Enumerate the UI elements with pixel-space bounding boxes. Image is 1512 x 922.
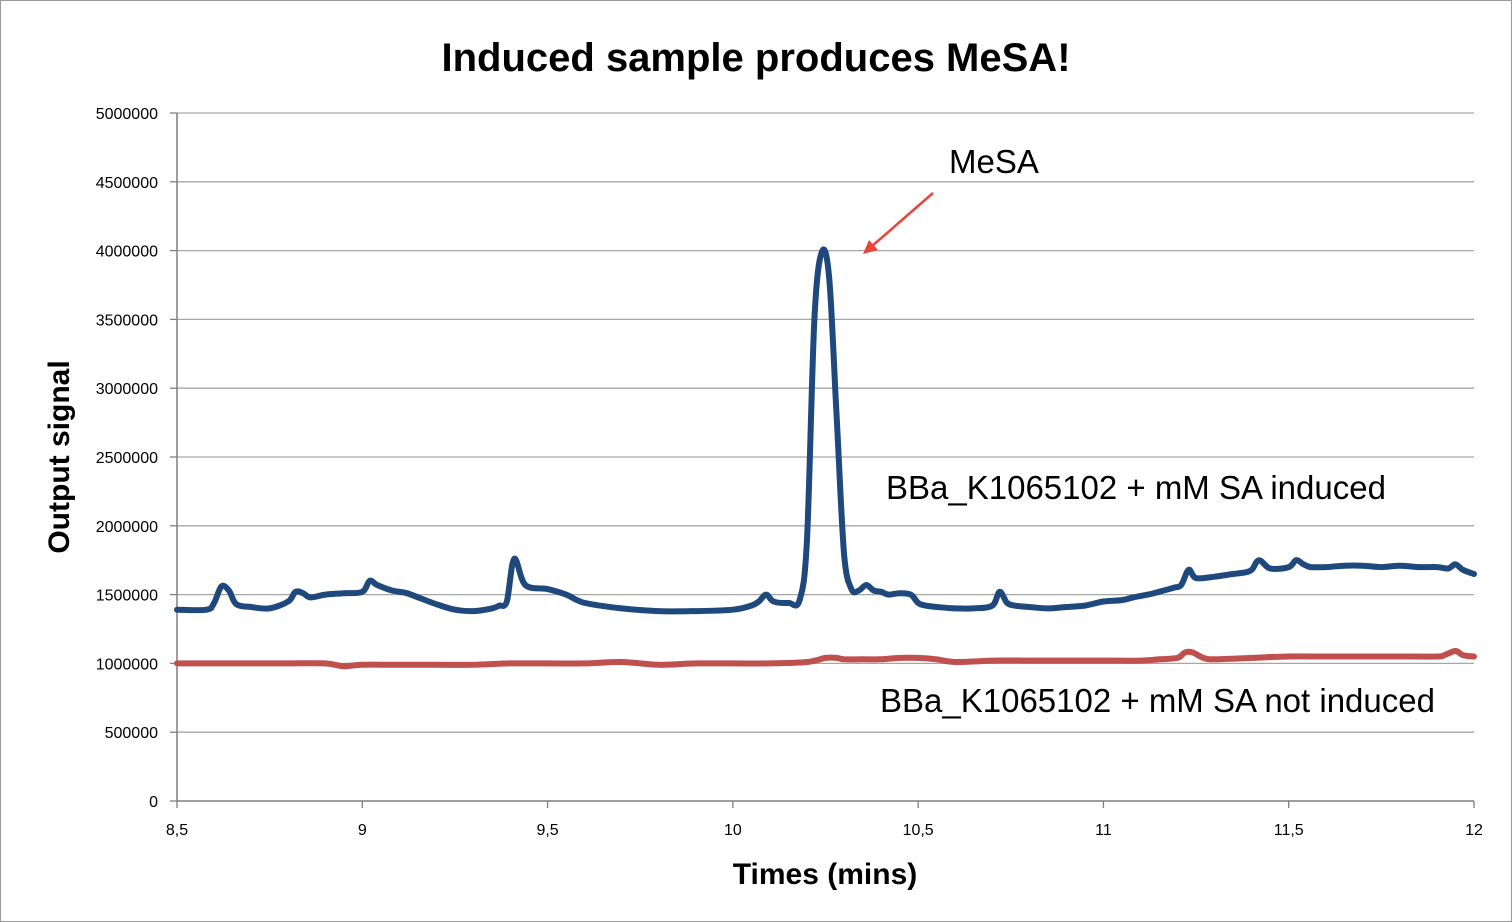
y-tick-label: 0 <box>149 794 158 811</box>
annotation-induced-series-label: BBa_K1065102 + mM SA induced <box>886 469 1386 506</box>
x-tick-label: 11 <box>1095 822 1112 839</box>
series-lines <box>174 246 1477 670</box>
y-tick-label: 5000000 <box>96 106 158 123</box>
x-tick-labels: 8,5 9 9,5 10 10,5 11 11,5 12 <box>166 822 1483 839</box>
x-tick-label: 12 <box>1465 822 1483 839</box>
series-line-not-induced <box>174 648 1477 670</box>
annotation-mesa-label: MeSA <box>949 143 1039 180</box>
y-tick-label: 1500000 <box>96 588 158 605</box>
y-tick-label: 3500000 <box>96 312 158 329</box>
x-tick-label: 11,5 <box>1274 822 1304 839</box>
y-tick-labels: 0 500000 1000000 1500000 2000000 2500000 30000… <box>96 106 158 811</box>
y-tick-label: 3000000 <box>96 381 158 398</box>
y-tick-label: 4500000 <box>96 175 158 192</box>
y-tick-label: 500000 <box>105 725 158 742</box>
axes <box>170 112 1475 808</box>
x-axis-title: Times (mins) <box>733 858 918 891</box>
x-tick-label: 9 <box>358 822 367 839</box>
y-tick-label: 1000000 <box>96 656 158 673</box>
chart-title: Induced sample produces MeSA! <box>441 36 1070 80</box>
y-tick-label: 2000000 <box>96 519 158 536</box>
grid-lines <box>177 112 1474 733</box>
annotation-not-induced-series-label: BBa_K1065102 + mM SA not induced <box>880 682 1435 719</box>
y-tick-label: 4000000 <box>96 244 158 261</box>
x-tick-label: 10,5 <box>903 822 934 839</box>
x-tick-label: 8,5 <box>166 822 188 839</box>
x-tick-label: 10 <box>724 822 742 839</box>
y-tick-label: 2500000 <box>96 450 158 467</box>
annotations: MeSA BBa_K1065102 + mM SA induced BBa_K1… <box>863 143 1435 719</box>
series-line-induced <box>174 246 1477 615</box>
annotation-arrow-head <box>863 240 878 254</box>
y-axis-title: Output signal <box>43 360 76 553</box>
x-tick-label: 9,5 <box>536 822 558 839</box>
annotation-arrow <box>870 192 934 248</box>
